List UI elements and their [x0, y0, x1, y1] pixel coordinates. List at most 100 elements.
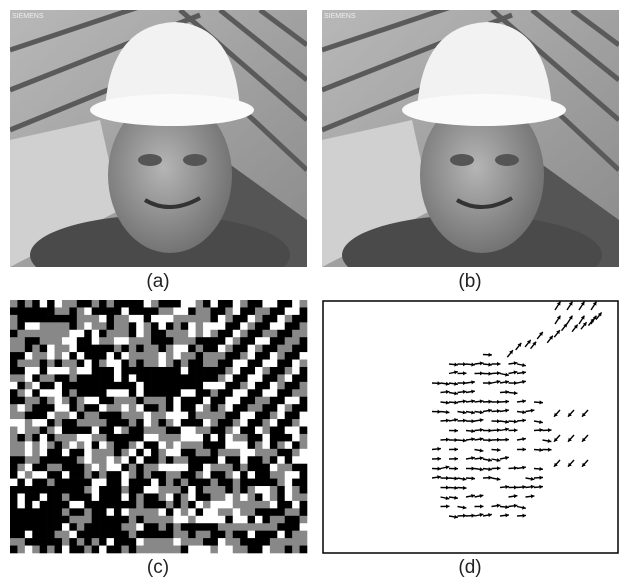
block: [218, 434, 226, 442]
block: [25, 382, 33, 390]
block: [210, 367, 218, 375]
block: [277, 538, 285, 546]
block: [166, 412, 174, 420]
block: [255, 330, 263, 338]
block: [62, 345, 70, 353]
block: [84, 508, 92, 516]
block: [121, 493, 129, 501]
block: [55, 471, 63, 479]
block: [121, 546, 129, 554]
block: [166, 337, 174, 345]
block: [277, 471, 285, 479]
block: [77, 307, 85, 315]
block: [32, 315, 40, 323]
block: [188, 471, 196, 479]
block: [10, 337, 18, 345]
block: [69, 427, 77, 435]
block: [99, 516, 107, 524]
block: [173, 404, 181, 412]
block: [300, 493, 308, 501]
block: [300, 486, 308, 494]
block: [84, 441, 92, 449]
block: [218, 546, 226, 554]
block: [121, 427, 129, 435]
block: [129, 345, 137, 353]
block: [233, 486, 241, 494]
block: [25, 538, 33, 546]
block: [218, 538, 226, 546]
block: [25, 300, 33, 308]
block: [136, 300, 144, 308]
block: [240, 531, 248, 539]
block: [114, 404, 122, 412]
block: [300, 352, 308, 360]
block: [233, 382, 241, 390]
block: [32, 501, 40, 509]
block: [255, 508, 263, 516]
block: [10, 501, 18, 509]
block: [270, 382, 278, 390]
block: [84, 345, 92, 353]
block: [166, 434, 174, 442]
block: [285, 322, 293, 330]
block: [248, 493, 256, 501]
block: [77, 330, 85, 338]
block: [188, 330, 196, 338]
block: [62, 434, 70, 442]
block: [262, 479, 270, 487]
block: [285, 397, 293, 405]
block: [270, 352, 278, 360]
block: [69, 493, 77, 501]
block: [62, 322, 70, 330]
block: [32, 523, 40, 531]
block: [196, 471, 204, 479]
block: [121, 449, 129, 457]
photo-a: SIEMENS: [10, 0, 307, 295]
block: [210, 315, 218, 323]
block: [285, 337, 293, 345]
block: [240, 397, 248, 405]
block: [173, 330, 181, 338]
block: [25, 345, 33, 353]
block: [40, 493, 48, 501]
block: [181, 419, 189, 427]
block: [292, 389, 300, 397]
block: [255, 300, 263, 308]
block: [144, 501, 152, 509]
block: [188, 374, 196, 382]
block: [10, 300, 18, 308]
block: [69, 315, 77, 323]
block: [151, 322, 159, 330]
block: [69, 322, 77, 330]
block: [196, 307, 204, 315]
block: [40, 434, 48, 442]
block: [129, 322, 137, 330]
block: [107, 345, 115, 353]
block: [166, 531, 174, 539]
block: [300, 479, 308, 487]
block: [203, 389, 211, 397]
block: [240, 389, 248, 397]
block: [300, 322, 308, 330]
block: [25, 546, 33, 554]
block: [136, 538, 144, 546]
block: [255, 434, 263, 442]
block: [69, 367, 77, 375]
block: [151, 345, 159, 353]
block: [17, 486, 25, 494]
block: [262, 441, 270, 449]
block: [144, 352, 152, 360]
block: [203, 427, 211, 435]
block: [181, 546, 189, 554]
block: [270, 330, 278, 338]
block: [136, 486, 144, 494]
block: [17, 471, 25, 479]
block: [196, 546, 204, 554]
block: [166, 464, 174, 472]
block: [10, 419, 18, 427]
block: [144, 471, 152, 479]
block: [218, 516, 226, 524]
block: [181, 531, 189, 539]
block: [47, 501, 55, 509]
block: [129, 397, 137, 405]
